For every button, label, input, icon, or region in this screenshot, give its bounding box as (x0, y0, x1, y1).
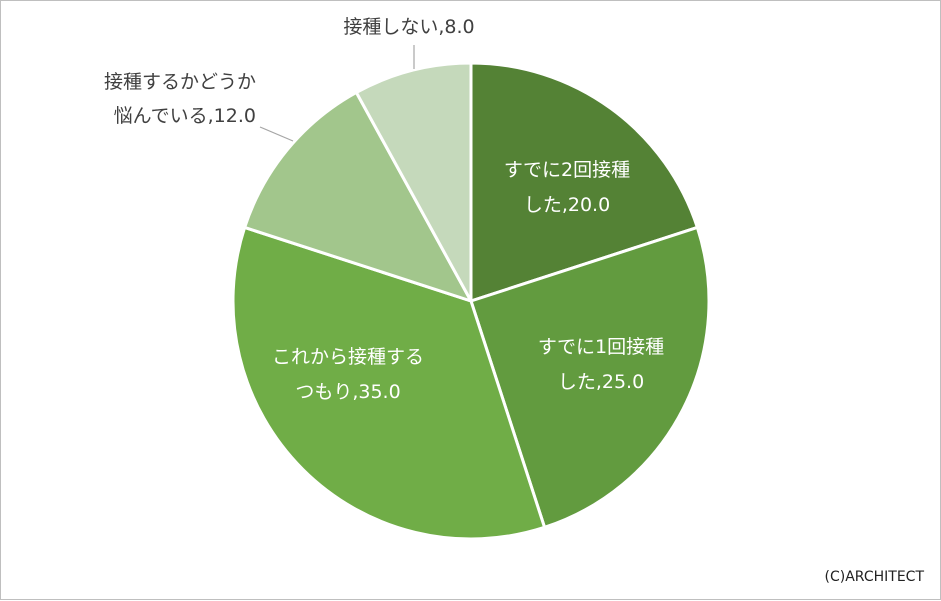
pie-slice-3 (231, 225, 547, 541)
data-label-line: これから接種する (272, 346, 424, 368)
data-label-line: すでに1回接種 (538, 336, 664, 358)
data-label-5: 接種しない,8.0 (343, 16, 474, 38)
pie-slice-4 (243, 90, 473, 303)
data-label-line: した,20.0 (524, 194, 610, 216)
pie-slice-1 (469, 61, 699, 303)
data-label-3: これから接種するつもり,35.0 (272, 346, 424, 403)
leader-line-4 (259, 126, 294, 142)
data-label-4: 接種するかどうか悩んでいる,12.0 (104, 71, 256, 127)
copyright-label: (C)ARCHITECT (824, 569, 924, 585)
data-label-line: 接種しない,8.0 (343, 16, 474, 38)
pie-slice-2 (469, 225, 711, 529)
data-label-line: 接種するかどうか (104, 71, 256, 93)
pie-slices (231, 61, 711, 541)
data-label-line: した,25.0 (558, 371, 644, 393)
data-label-1: すでに2回接種した,20.0 (504, 159, 630, 216)
data-label-line: 悩んでいる,12.0 (114, 105, 256, 127)
leader-lines (259, 45, 415, 142)
data-label-line: すでに2回接種 (504, 159, 630, 181)
data-label-2: すでに1回接種した,25.0 (538, 336, 664, 393)
pie-slice-5 (354, 61, 473, 303)
data-labels: すでに2回接種した,20.0 すでに1回接種した,25.0 これから接種するつもり,… (104, 16, 664, 403)
data-label-line: つもり,35.0 (295, 381, 400, 403)
